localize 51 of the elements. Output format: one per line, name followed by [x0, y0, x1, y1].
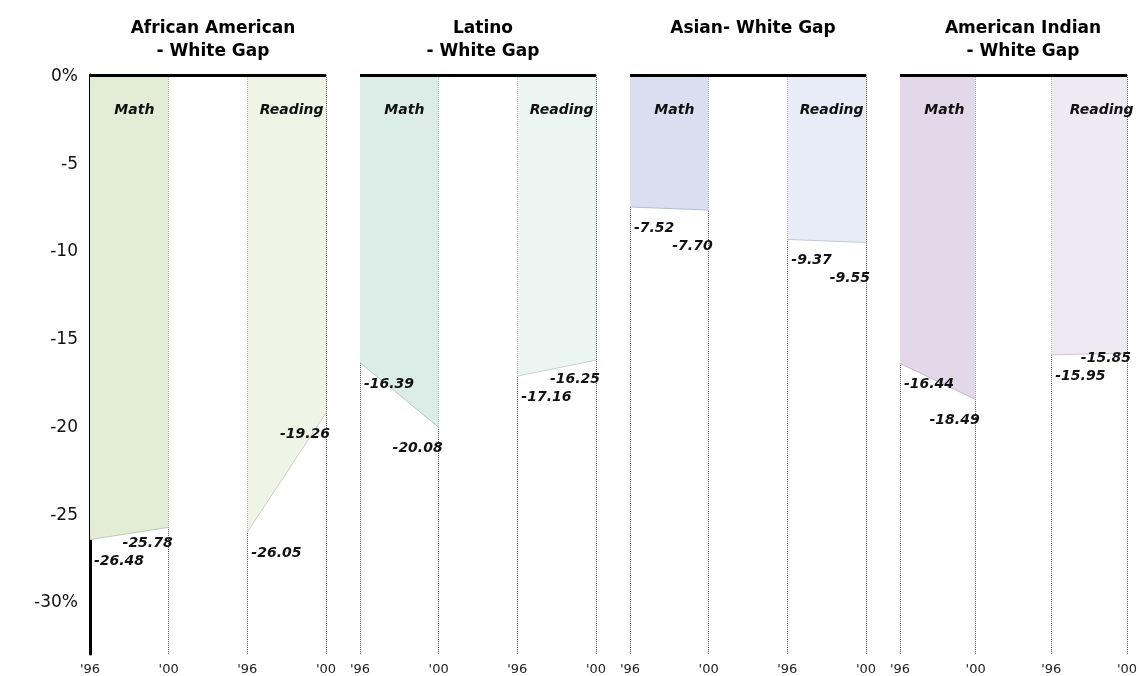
series-label: Reading [529, 101, 594, 117]
data-label: -15.85 [1080, 348, 1132, 365]
x-tick-label: '96 [1041, 661, 1062, 676]
x-tick-label: '00 [585, 661, 607, 676]
x-tick-label: '00 [428, 661, 449, 676]
series-label: Math [924, 101, 965, 117]
x-tick-label: '00 [965, 661, 986, 676]
series-label: Reading [799, 101, 864, 117]
x-tick-label: '96 [349, 661, 371, 676]
x-tick-label: '96 [237, 661, 258, 676]
data-label: -9.37 [791, 251, 832, 268]
chart-title: Latino - White Gap [426, 16, 540, 60]
y-tick-label: -15 [50, 328, 78, 349]
data-label: -9.55 [829, 269, 871, 286]
y-tick-label: -20 [50, 415, 78, 436]
data-label: -26.48 [94, 551, 145, 568]
data-label: -19.26 [279, 424, 331, 441]
series-label: Math [384, 101, 425, 117]
data-label: -7.70 [672, 236, 713, 253]
data-label: -25.78 [122, 533, 173, 550]
x-tick-label: '96 [889, 661, 911, 676]
x-tick-label: '00 [1116, 661, 1137, 676]
series-label: Reading [1069, 101, 1134, 117]
chart-title: American Indian - White Gap [944, 16, 1102, 60]
y-tick-label: -5 [61, 152, 78, 173]
data-label: -20.08 [392, 439, 443, 456]
series-label: Math [654, 101, 695, 117]
series-label: Math [114, 101, 155, 117]
x-tick-label: '00 [315, 661, 337, 676]
series-label: Reading [259, 101, 324, 117]
data-label: -16.44 [904, 375, 955, 392]
y-tick-label: -25 [50, 503, 78, 524]
data-label: -18.49 [929, 411, 980, 428]
y-tick-label: -30% [34, 591, 78, 612]
data-label: -16.39 [364, 374, 415, 391]
x-tick-label: '96 [619, 661, 641, 676]
chart-title: African American - White Gap [130, 16, 296, 60]
y-tick-label: -10 [50, 240, 78, 261]
data-label: -15.95 [1055, 366, 1106, 383]
data-label: -26.05 [251, 544, 302, 561]
x-tick-label: '96 [777, 661, 798, 676]
data-label: -7.52 [634, 218, 675, 235]
x-tick-label: '96 [79, 661, 101, 676]
x-tick-label: '00 [855, 661, 877, 676]
chart-title: Asian- White Gap [670, 16, 836, 37]
y-tick-label: 0% [51, 65, 78, 85]
x-tick-label: '00 [158, 661, 179, 676]
x-tick-label: '00 [698, 661, 719, 676]
data-label: -17.16 [521, 388, 572, 405]
x-tick-label: '96 [507, 661, 528, 676]
data-label: -16.25 [549, 370, 601, 387]
